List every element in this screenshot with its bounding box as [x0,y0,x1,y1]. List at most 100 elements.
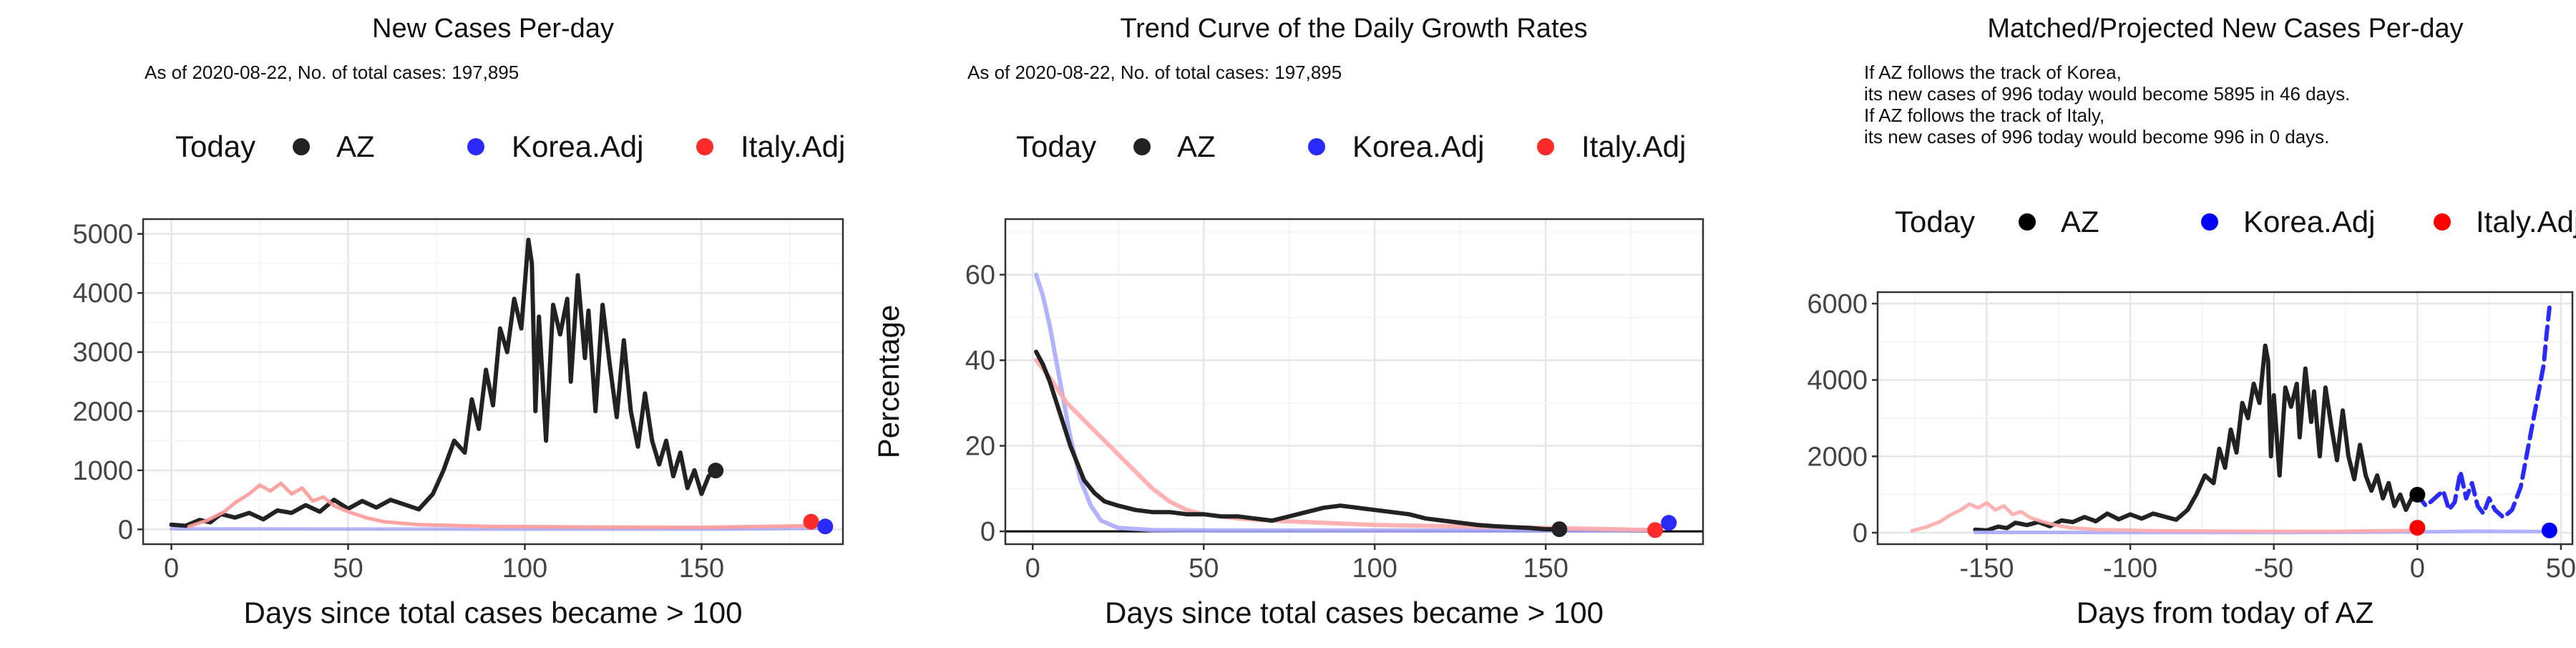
y-tick-label: 2000 [72,397,133,427]
today-point-italy-adj [1647,522,1664,538]
series-line-az [1034,349,1562,532]
x-tick-label: 150 [1523,553,1568,584]
chart-panel-2: Trend Curve of the Daily Growth Rates As … [872,14,1704,629]
legend-label: Korea.Adj [1352,130,1484,163]
chart-title: Matched/Projected New Cases Per-day [1987,14,2463,44]
y-tick-label: 6000 [1807,289,1868,319]
projection-note: its new cases of 996 today would become … [1864,126,2329,148]
projection-note: its new cases of 996 today would become … [1864,83,2350,105]
chart-subtitle: As of 2020-08-22, No. of total cases: 19… [967,62,1342,83]
grid [1878,292,2572,544]
x-tick-label: -100 [2103,553,2157,584]
legend-title: Today [1895,205,1975,238]
x-tick-label: 50 [333,553,363,584]
legend-key-az [293,138,310,155]
legend: Today AZ Korea.Adj Italy.Adj [1895,205,2576,238]
x-tick-label: 150 [679,553,724,584]
x-tick-label: 0 [2410,553,2425,584]
legend-label: Italy.Adj [1581,130,1686,163]
legend-title: Today [1016,130,1096,163]
chart-panel-1: New Cases Per-day As of 2020-08-22, No. o… [72,14,845,629]
plot-area [1876,291,2574,546]
plot-area [1004,218,1704,546]
legend-key-korea-adj [467,138,484,155]
legend-key-italy-adj [696,138,713,155]
legend: Today AZ Korea.Adj Italy.Adj [175,130,845,163]
x-tick-label: 50 [2546,553,2576,584]
chart-title: Trend Curve of the Daily Growth Rates [1120,14,1587,44]
legend-label: AZ [1177,130,1216,163]
x-axis-label: Days from today of AZ [2077,596,2374,629]
legend-title: Today [175,130,255,163]
x-tick-label: 100 [502,553,547,584]
axes: -150 -100 -50 0 50 0 2000 4000 6000 Days from tod… [1807,289,2576,629]
legend-key-korea-adj [2201,213,2218,231]
x-tick-label: 0 [1025,553,1040,584]
y-tick-label: 0 [1853,518,1868,548]
today-point-italy-adj [2409,520,2426,536]
y-tick-label: 40 [965,346,995,376]
series-line-italy-adj [1910,500,2419,533]
today-point-italy-adj [803,513,819,530]
x-tick-label: -150 [1959,553,2014,584]
legend-key-az [2019,213,2036,231]
series-line-korea-adj [170,526,827,531]
axes: 0 50 100 150 0 20 40 60 Days since total cases b… [872,261,1604,629]
legend-label: AZ [336,130,375,163]
x-tick-label: -50 [2254,553,2293,584]
chart-subtitle: As of 2020-08-22, No. of total cases: 19… [145,62,519,83]
legend-key-korea-adj [1308,138,1325,155]
today-point-korea-adj [2541,522,2557,538]
y-tick-label: 5000 [72,220,133,250]
chart-panel-3: Matched/Projected New Cases Per-day If AZ… [1807,14,2576,629]
projection-note: If AZ follows the track of Italy, [1864,105,2104,126]
today-point-korea-adj [817,518,834,535]
plot-border [142,218,844,546]
series-line-korea-adj [1034,272,1672,533]
series-line-az [169,237,718,528]
legend-label: Korea.Adj [2243,205,2375,238]
today-point-korea-adj [1661,515,1677,531]
y-tick-label: 20 [965,432,995,462]
y-tick-label: 0 [118,515,133,545]
series-line-korea-adj-projected [2415,305,2552,520]
legend-key-az [1133,138,1151,155]
x-axis-label: Days since total cases became > 100 [1105,596,1604,629]
legend-key-italy-adj [2434,213,2451,231]
series-line-italy-adj [187,481,810,529]
y-tick-label: 4000 [72,279,133,309]
y-tick-label: 4000 [1807,366,1868,396]
legend-key-italy-adj [1537,138,1554,155]
y-axis-label: Percentage [872,305,905,459]
legend-label: Korea.Adj [512,130,643,163]
legend-label: Italy.Adj [2476,205,2576,238]
plot-border [1004,218,1704,546]
plot-area [142,218,844,546]
x-tick-label: 100 [1352,553,1397,584]
today-point-az [2409,486,2426,503]
y-tick-label: 2000 [1807,442,1868,472]
y-tick-label: 1000 [72,456,133,486]
grid [143,219,843,544]
y-tick-label: 60 [965,261,995,291]
chart-title: New Cases Per-day [372,14,614,44]
today-point-az [1551,521,1568,538]
series-line-italy-adj [1034,358,1658,533]
axes: 0 50 100 150 0 1000 2000 3000 4000 5000 Days since… [72,220,742,629]
grid [1005,219,1703,544]
series-line-az [1973,343,2420,533]
plot-border [1876,291,2574,546]
y-tick-label: 0 [980,517,995,547]
x-tick-label: 0 [164,553,179,584]
y-tick-label: 3000 [72,338,133,368]
x-axis-label: Days since total cases became > 100 [244,596,743,629]
x-tick-label: 50 [1189,553,1219,584]
today-point-az [708,463,724,479]
legend-label: Italy.Adj [741,130,845,163]
legend: Today AZ Korea.Adj Italy.Adj [1016,130,1686,163]
plot-background [1005,219,1703,544]
legend-label: AZ [2061,205,2099,238]
projection-note: If AZ follows the track of Korea, [1864,62,2122,83]
